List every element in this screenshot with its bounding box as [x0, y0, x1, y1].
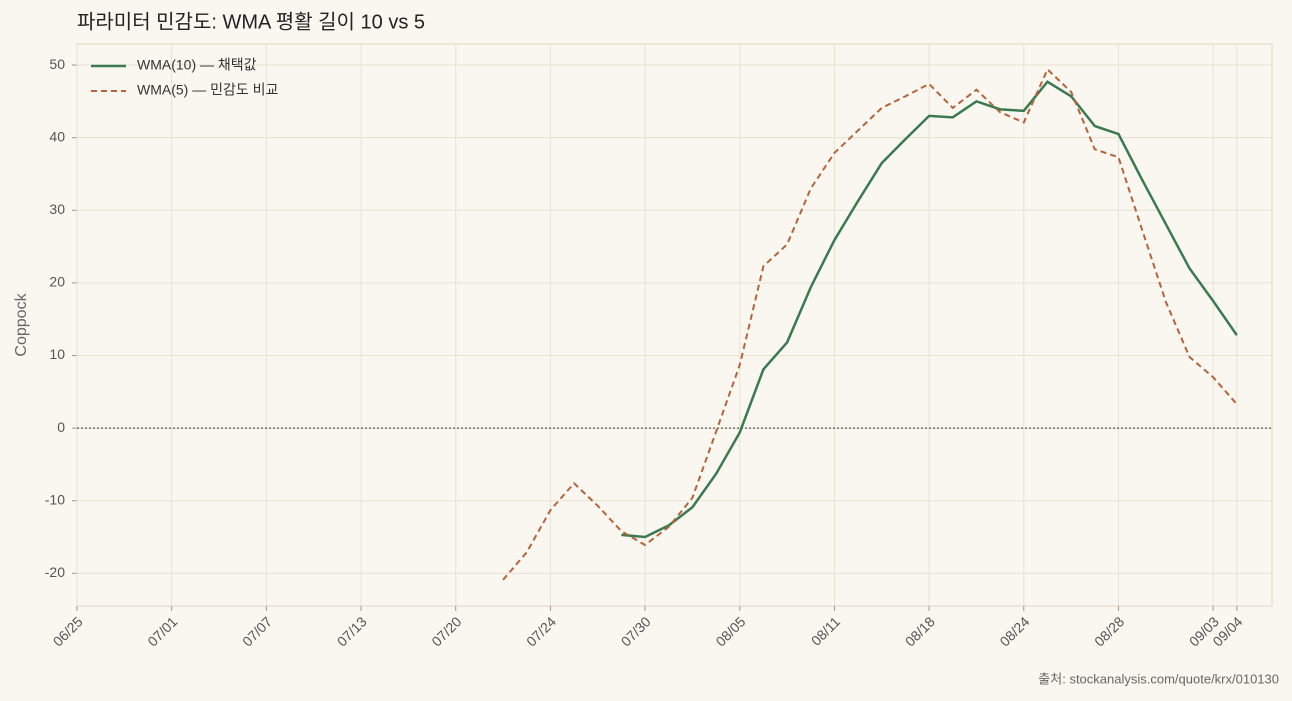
legend-label: WMA(10) — 채택값 — [137, 57, 257, 73]
y-tick-label: 10 — [49, 346, 65, 362]
y-tick-label: 30 — [49, 201, 65, 217]
y-axis-label: Coppock — [13, 292, 30, 356]
chart-title: 파라미터 민감도: WMA 평활 길이 10 vs 5 — [77, 10, 425, 33]
y-tick-label: 0 — [57, 419, 65, 435]
legend-label: WMA(5) — 민감도 비교 — [137, 82, 279, 98]
y-tick-label: 50 — [49, 56, 65, 72]
series-line — [502, 67, 1238, 581]
source-note: 출처: stockanalysis.com/quote/krx/010130 — [1038, 671, 1279, 686]
y-tick-label: 20 — [49, 274, 65, 290]
series-line — [621, 80, 1238, 539]
y-tick-label: 40 — [49, 128, 65, 144]
y-tick-label: -10 — [45, 491, 65, 507]
y-tick-label: -20 — [45, 564, 65, 580]
